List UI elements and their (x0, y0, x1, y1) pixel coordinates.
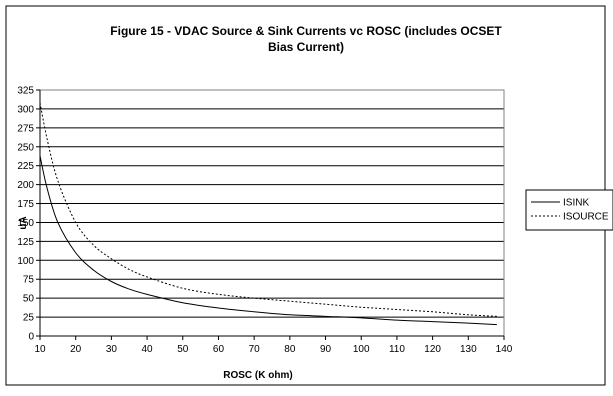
x-tick-label: 130 (460, 344, 477, 355)
y-tick-label: 300 (17, 104, 34, 115)
y-tick-label: 175 (17, 199, 34, 210)
legend: ISINK ISOURCE (525, 189, 613, 231)
y-tick-label: 325 (17, 86, 34, 97)
legend-box (525, 189, 613, 231)
y-tick-label: 100 (17, 256, 34, 267)
chart-title-line1: Figure 15 - VDAC Source & Sink Currents … (110, 24, 502, 38)
y-tick-label: 125 (17, 237, 34, 248)
legend-label-isink: ISINK (563, 198, 589, 209)
series-lines (39, 102, 497, 326)
y-tick-label: 50 (23, 294, 35, 305)
x-tick-label: 20 (70, 344, 82, 355)
x-tick-labels: 10 20 30 40 50 60 70 80 90 100 110 120 130 140 (34, 344, 512, 355)
x-tick-label: 120 (424, 344, 441, 355)
x-tick-label: 90 (320, 344, 332, 355)
x-tick-label: 60 (213, 344, 225, 355)
y-tick-label: 150 (17, 218, 34, 229)
y-tick-label: 200 (17, 180, 34, 191)
chart-title-line2: Bias Current) (268, 40, 344, 54)
y-tick-label: 25 (23, 313, 35, 324)
series-line-isource (39, 102, 497, 317)
legend-label-isource: ISOURCE (563, 212, 609, 223)
y-tick-label: 75 (23, 275, 35, 286)
x-tick-label: 80 (284, 344, 296, 355)
y-tick-labels: 0 25 50 75 100 125 150 175 200 225 250 275 300 325 (17, 86, 34, 343)
axes (36, 89, 505, 340)
y-tick-label: 250 (17, 142, 34, 153)
x-tick-label: 50 (177, 344, 189, 355)
x-tick-label: 100 (353, 344, 370, 355)
x-tick-label: 140 (496, 344, 513, 355)
series-line-isink (39, 155, 497, 326)
x-tick-label: 70 (249, 344, 261, 355)
x-axis-title: ROSC (K ohm) (223, 370, 292, 381)
x-tick-label: 40 (142, 344, 154, 355)
y-tick-label: 275 (17, 123, 34, 134)
y-tick-label: 225 (17, 161, 34, 172)
x-tick-label: 30 (106, 344, 118, 355)
y-axis-title: uA (18, 216, 29, 229)
x-tick-label: 10 (34, 344, 46, 355)
chart-area-border (5, 5, 606, 386)
y-tick-label: 0 (28, 332, 34, 343)
x-tick-label: 110 (389, 344, 405, 355)
